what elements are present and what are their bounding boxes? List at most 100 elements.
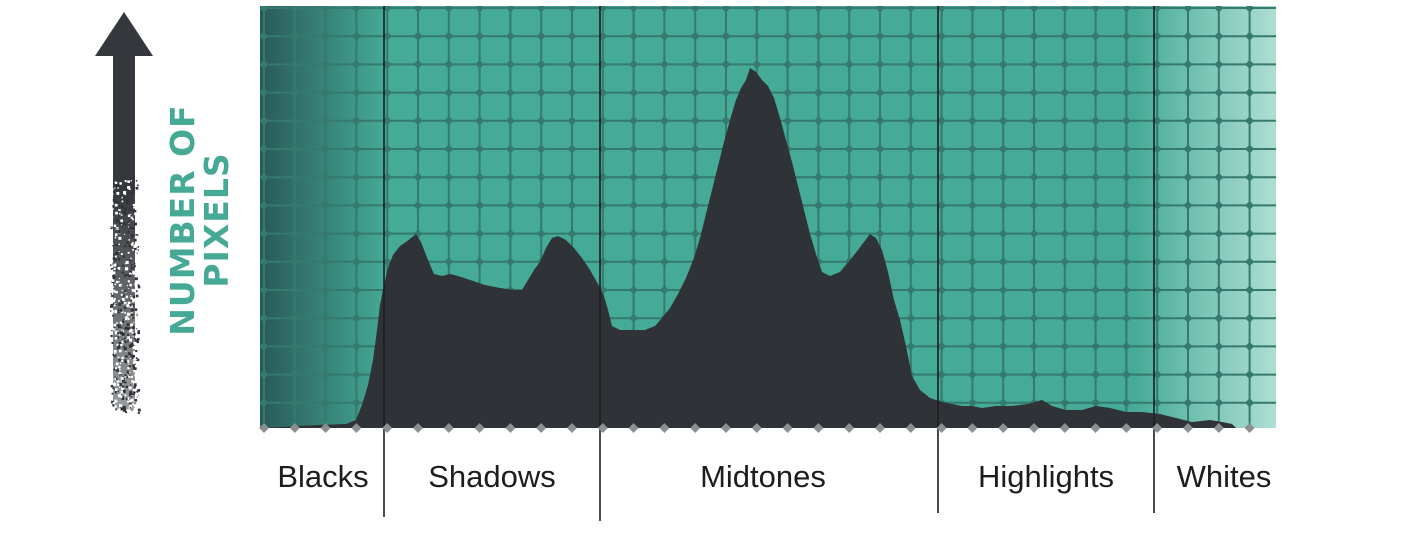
noise-speck bbox=[132, 326, 135, 329]
grid-node bbox=[351, 116, 361, 126]
noise-speck bbox=[126, 312, 130, 316]
noise-speck bbox=[114, 399, 118, 403]
noise-speck bbox=[121, 196, 123, 199]
noise-speck bbox=[120, 300, 123, 302]
noise-speck bbox=[132, 270, 136, 274]
noise-speck bbox=[111, 193, 114, 196]
noise-speck bbox=[131, 410, 133, 412]
noise-speck bbox=[136, 313, 138, 315]
noise-speck bbox=[115, 259, 117, 261]
noise-speck bbox=[118, 333, 121, 336]
noise-speck bbox=[112, 271, 116, 275]
grid-node bbox=[967, 398, 977, 408]
noise-speck bbox=[132, 365, 135, 368]
noise-speck bbox=[124, 339, 126, 342]
grid-node bbox=[351, 172, 361, 182]
noise-speck bbox=[127, 334, 129, 336]
baseline-dot bbox=[1121, 423, 1132, 433]
grid-node bbox=[937, 200, 947, 210]
noise-speck bbox=[136, 314, 138, 316]
grid-node bbox=[290, 31, 300, 41]
noise-speck bbox=[123, 191, 127, 195]
grid-node bbox=[290, 116, 300, 126]
noise-speck bbox=[119, 212, 121, 215]
noise-speck bbox=[134, 373, 137, 376]
noise-speck bbox=[130, 354, 133, 357]
noise-speck bbox=[136, 410, 139, 413]
noise-speck bbox=[125, 295, 129, 299]
zone-label-midtones: Midtones bbox=[700, 459, 826, 494]
noise-speck bbox=[130, 259, 132, 261]
noise-speck bbox=[124, 193, 126, 196]
noise-speck bbox=[130, 308, 134, 312]
noise-speck bbox=[133, 391, 136, 394]
grid-node bbox=[505, 6, 515, 13]
noise-speck bbox=[129, 405, 132, 408]
noise-speck bbox=[125, 315, 128, 319]
noise-speck bbox=[114, 290, 117, 294]
noise-speck bbox=[118, 243, 120, 246]
noise-speck bbox=[127, 301, 131, 305]
noise-speck bbox=[128, 208, 132, 212]
noise-speck bbox=[126, 273, 129, 276]
grid-node bbox=[937, 257, 947, 267]
grid-node bbox=[937, 59, 947, 69]
noise-speck bbox=[121, 340, 125, 344]
noise-speck bbox=[135, 347, 137, 350]
baseline-dot bbox=[1183, 423, 1193, 433]
baseline-dot bbox=[443, 423, 454, 433]
noise-speck bbox=[111, 341, 114, 344]
grid-node bbox=[444, 229, 454, 239]
noise-speck bbox=[137, 331, 140, 335]
noise-speck bbox=[110, 310, 112, 312]
noise-speck bbox=[112, 275, 116, 279]
grid-node bbox=[351, 200, 361, 210]
noise-speck bbox=[129, 390, 133, 394]
noise-speck bbox=[114, 283, 117, 286]
noise-speck bbox=[122, 339, 124, 341]
noise-speck bbox=[111, 299, 116, 303]
noise-speck bbox=[112, 302, 116, 306]
noise-speck bbox=[116, 228, 118, 230]
noise-speck bbox=[125, 397, 129, 400]
noise-speck bbox=[110, 227, 112, 229]
noise-speck bbox=[132, 380, 136, 384]
noise-speck bbox=[127, 411, 129, 414]
noise-speck bbox=[126, 370, 129, 373]
baseline-dot bbox=[1152, 423, 1163, 433]
noise-speck bbox=[112, 404, 115, 407]
noise-speck bbox=[119, 386, 121, 388]
noise-speck bbox=[133, 361, 137, 364]
noise-speck bbox=[116, 336, 119, 340]
noise-speck bbox=[121, 200, 124, 203]
grid-node bbox=[629, 144, 639, 154]
noise-speck bbox=[127, 197, 129, 199]
noise-speck bbox=[128, 286, 130, 289]
noise-speck bbox=[125, 291, 127, 293]
noise-speck bbox=[111, 392, 114, 395]
baseline-dot bbox=[536, 423, 547, 433]
grid-node bbox=[260, 88, 269, 98]
noise-speck bbox=[133, 382, 135, 385]
noise-speck bbox=[130, 313, 134, 317]
noise-speck bbox=[124, 317, 128, 321]
baseline-dot bbox=[967, 423, 978, 433]
baseline-dot bbox=[844, 423, 855, 433]
noise-speck bbox=[134, 277, 138, 281]
noise-speck bbox=[132, 388, 136, 392]
noise-speck bbox=[125, 385, 129, 389]
baseline-dot bbox=[567, 423, 577, 433]
grid-node bbox=[1152, 6, 1162, 13]
noise-speck bbox=[130, 357, 132, 360]
noise-speck bbox=[115, 205, 117, 207]
grid-node bbox=[659, 257, 669, 267]
noise-speck bbox=[119, 323, 121, 325]
y-axis-label-line2: PIXELS bbox=[197, 152, 236, 287]
grid-node bbox=[783, 88, 793, 98]
noise-speck bbox=[136, 328, 138, 330]
noise-speck bbox=[122, 405, 126, 409]
noise-speck bbox=[114, 405, 117, 408]
noise-speck bbox=[115, 219, 119, 223]
noise-speck bbox=[113, 354, 117, 357]
noise-speck bbox=[128, 239, 130, 241]
